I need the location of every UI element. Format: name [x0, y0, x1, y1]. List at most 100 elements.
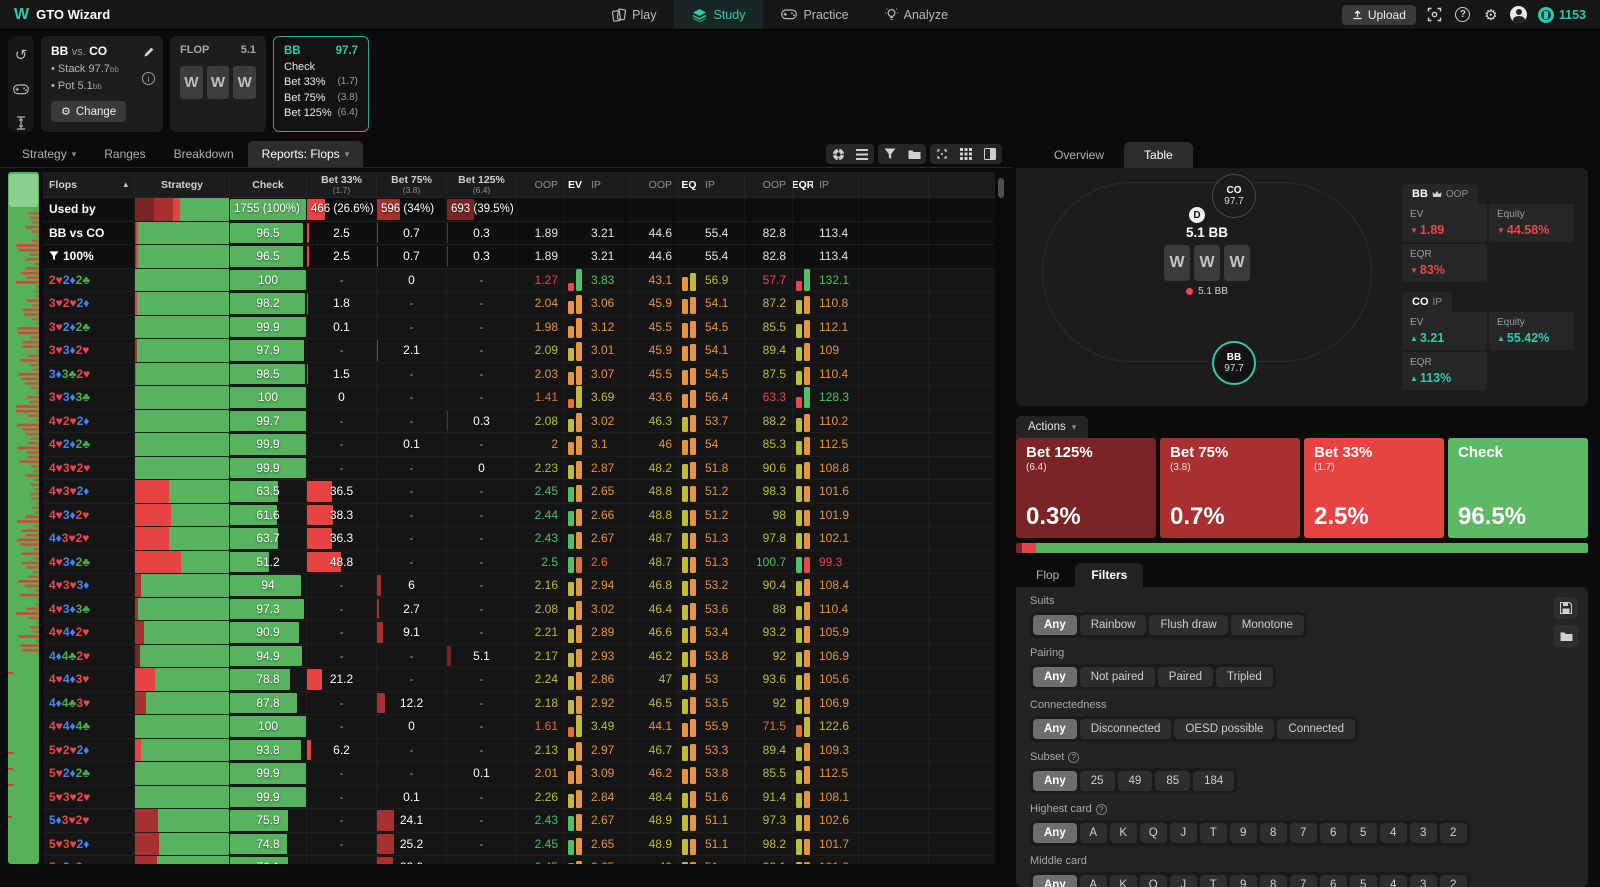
table-row[interactable]: 5♥3♥2♥ 99.9 - 0.1 - 2.26 2.84 48.4 51.6 91.4 108.1 — [43, 785, 995, 809]
tab-strategy[interactable]: Strategy ▾ — [8, 141, 90, 167]
grid-icon[interactable] — [957, 146, 975, 162]
filter-option-connected[interactable]: Connected — [1277, 719, 1356, 739]
table-row[interactable]: 4♥2♦2♣ 99.9 - 0.1 - 2 3.1 46 54 85.3 112.5 — [43, 433, 995, 457]
action-box-check[interactable]: Check 96.5% — [1448, 438, 1588, 538]
filter-icon[interactable] — [881, 146, 899, 162]
header-oop-eqr[interactable]: OOP — [745, 172, 793, 197]
header-ip-ev[interactable]: IP — [585, 172, 631, 197]
table-row[interactable]: 4♥2♥2♦ 99.7 - - 0.3 2.08 3.02 46.3 53.7 88.2 110.2 — [43, 409, 995, 433]
account-avatar[interactable] — [1510, 6, 1528, 24]
table-row[interactable]: 3♦3♣2♥ 98.5 1.5 - - 2.03 3.07 45.5 54.5 87.5 110.4 — [43, 362, 995, 386]
header-bet75[interactable]: Bet 75% (3.8) — [377, 172, 447, 197]
table-row[interactable]: 4♥4♦4♣ 100 - 0 - 1.61 3.49 44.1 55.9 71.5 122.6 — [43, 715, 995, 739]
filter-option-any[interactable]: Any — [1033, 615, 1077, 635]
info-icon[interactable]: i — [142, 72, 155, 85]
filter-option-25[interactable]: 25 — [1079, 771, 1115, 791]
header-bet125[interactable]: Bet 125% (6.4) — [447, 172, 517, 197]
table-row[interactable]: 4♥3♦2♣ 51.2 48.8 - - 2.5 2.6 48.7 51.3 100.7 99.3 — [43, 550, 995, 574]
header-flops[interactable]: Flops ▴ — [43, 172, 135, 197]
tab-reports-flops[interactable]: Reports: Flops ▾ — [247, 141, 364, 167]
header-eqr[interactable]: EQR — [793, 178, 813, 191]
filter-option-a[interactable]: A — [1079, 823, 1107, 843]
filter-option-4[interactable]: 4 — [1379, 823, 1407, 843]
filter-option-flush-draw[interactable]: Flush draw — [1149, 615, 1228, 635]
filter-option-9[interactable]: 9 — [1229, 823, 1257, 843]
settings-gear-icon[interactable]: ⚙ — [1484, 6, 1498, 24]
filter-option-monotone[interactable]: Monotone — [1230, 615, 1304, 635]
table-row[interactable]: 4♥4♦2♥ 90.9 - 9.1 - 2.21 2.89 46.6 53.4 93.2 105.9 — [43, 621, 995, 645]
upload-button[interactable]: Upload — [1341, 4, 1416, 25]
scrollbar-thumb[interactable] — [998, 178, 1004, 198]
folder-icon[interactable] — [905, 146, 923, 162]
actions-dropdown[interactable]: Actions ▾ — [1016, 416, 1089, 438]
scan-icon[interactable] — [1426, 6, 1444, 24]
header-ev[interactable]: EV — [567, 178, 582, 191]
filter-option-7[interactable]: 7 — [1289, 823, 1317, 843]
header-check[interactable]: Check — [230, 172, 307, 197]
filter-option-184[interactable]: 184 — [1193, 771, 1235, 791]
credits-badge[interactable]: 1153 — [1537, 6, 1586, 23]
filter-option-oesd-possible[interactable]: OESD possible — [1174, 719, 1275, 739]
action-box-bet-33-[interactable]: Bet 33% (1.7) 2.5% — [1304, 438, 1444, 538]
header-eq[interactable]: EQ — [681, 178, 697, 191]
filter-option-8[interactable]: 8 — [1259, 823, 1287, 843]
table-scrollbar[interactable] — [995, 172, 1007, 887]
table-row[interactable]: 4♦4♣2♥ 94.9 - - 5.1 2.17 2.93 46.2 53.8 92 106.9 — [43, 644, 995, 668]
filter-option-q[interactable]: Q — [1139, 823, 1167, 843]
filter-option-2[interactable]: 2 — [1439, 823, 1467, 843]
current-node-panel[interactable]: BB 97.7 Check Bet 33% (1.7) Bet 75% (3.8) Bet… — [273, 36, 369, 132]
table-row[interactable]: 4♥4♦3♥ 78.8 21.2 - - 2.24 2.86 47 53 93.6 105.6 — [43, 668, 995, 692]
filter-option-4[interactable]: 4 — [1379, 875, 1407, 887]
filter-option-disconnected[interactable]: Disconnected — [1079, 719, 1172, 739]
node-action-row[interactable]: Bet 33% (1.7) — [284, 76, 358, 88]
gamepad-icon[interactable] — [12, 80, 30, 98]
table-row[interactable]: 3♥3♦3♣ 100 0 - - 1.41 3.69 43.6 56.4 63.3 128.3 — [43, 386, 995, 410]
save-icon[interactable] — [1554, 597, 1578, 619]
filter-option-5[interactable]: 5 — [1349, 875, 1377, 887]
table-row[interactable]: 5♥3♦2♥76.1-23.9-2.452.65495198.1101.8 — [43, 856, 995, 864]
change-spot-button[interactable]: ⚙ Change — [51, 101, 127, 122]
table-row[interactable]: 100% 96.5 2.5 0.7 0.3 1.89 3.21 44.6 55.4 82.8 113… — [43, 245, 995, 269]
filter-option-3[interactable]: 3 — [1409, 823, 1437, 843]
table-row[interactable]: 4♥3♥2♥ 99.9 - - 0 2.23 2.87 48.2 51.8 90.6 108.8 — [43, 456, 995, 480]
folder-icon[interactable] — [1554, 625, 1578, 647]
filter-option-5[interactable]: 5 — [1349, 823, 1377, 843]
detail-tab-table[interactable]: Table — [1124, 142, 1193, 168]
strategy-minimap[interactable] — [8, 172, 39, 864]
tab-ranges[interactable]: Ranges — [90, 141, 159, 167]
filter-option-6[interactable]: 6 — [1319, 875, 1347, 887]
table-row[interactable]: 3♥2♥2♦ 98.2 1.8 - - 2.04 3.06 45.9 54.1 87.2 110.8 — [43, 292, 995, 316]
table-row[interactable]: 4♥3♦2♥ 61.6 38.3 - - 2.44 2.66 48.8 51.2 98 101.9 — [43, 503, 995, 527]
table-row[interactable]: 5♥3♥2♦ 74.8 - 25.2 - 2.45 2.65 48.9 51.1 98.2 101.… — [43, 832, 995, 856]
detail-tab-overview[interactable]: Overview — [1054, 148, 1105, 162]
filter-option-6[interactable]: 6 — [1319, 823, 1347, 843]
action-box-bet-125-[interactable]: Bet 125% (6.4) 0.3% — [1016, 438, 1156, 538]
filter-option-q[interactable]: Q — [1139, 875, 1167, 887]
header-ip-eq[interactable]: IP — [699, 172, 745, 197]
nav-item-study[interactable]: Study — [674, 0, 764, 29]
nav-item-analyze[interactable]: Analyze — [867, 0, 966, 29]
table-row[interactable]: 4♥3♥3♦ 94 - 6 - 2.16 2.94 46.8 53.2 90.4 108.4 — [43, 574, 995, 598]
node-action-row[interactable]: Bet 75% (3.8) — [284, 92, 358, 104]
filter-option-j[interactable]: J — [1169, 823, 1197, 843]
node-action-row[interactable]: Bet 125% (6.4) — [284, 107, 358, 119]
table-row[interactable]: 5♥2♥2♦ 93.8 6.2 - - 2.13 2.97 46.7 53.3 89.4 109.3 — [43, 738, 995, 762]
help-icon[interactable]: ? — [1454, 6, 1472, 24]
table-row[interactable]: 3♥2♦2♣ 99.9 0.1 - - 1.98 3.12 45.5 54.5 85.5 112.1 — [43, 315, 995, 339]
history-icon[interactable]: ↺ — [14, 47, 28, 64]
list-icon[interactable] — [853, 146, 871, 162]
table-row[interactable]: 4♦3♥2♥ 63.7 36.3 - - 2.43 2.67 48.7 51.3 97.8 102.… — [43, 527, 995, 551]
filter-tab-flop[interactable]: Flop — [1036, 568, 1060, 582]
filter-option-9[interactable]: 9 — [1229, 875, 1257, 887]
table-row[interactable]: 4♥3♦3♣ 97.3 - 2.7 - 2.08 3.02 46.4 53.6 88 110.4 — [43, 597, 995, 621]
filter-option-paired[interactable]: Paired — [1157, 667, 1214, 687]
chip-icon[interactable] — [829, 146, 847, 162]
filter-option-k[interactable]: K — [1109, 823, 1137, 843]
header-ip-eqr[interactable]: IP — [813, 172, 859, 197]
stack-depth-icon[interactable] — [12, 114, 30, 132]
filter-option-any[interactable]: Any — [1033, 823, 1077, 843]
filter-option-t[interactable]: T — [1199, 823, 1227, 843]
app-logo[interactable]: W GTO Wizard — [0, 6, 124, 24]
edit-pencil-icon[interactable] — [143, 46, 155, 58]
filter-option-7[interactable]: 7 — [1289, 875, 1317, 887]
